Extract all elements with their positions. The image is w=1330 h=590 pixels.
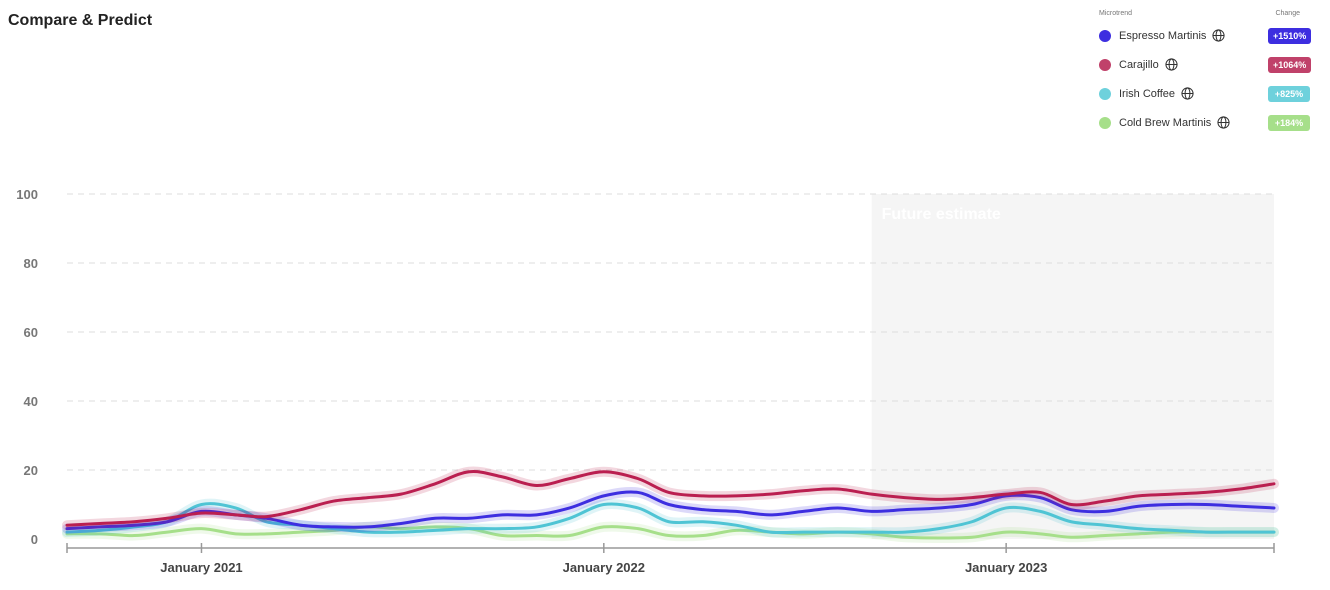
y-tick-label: 60 [24, 325, 38, 340]
change-badge: +184% [1268, 114, 1310, 131]
globe-icon[interactable] [1217, 116, 1230, 129]
change-badge: +1510% [1268, 27, 1312, 44]
legend-item-name: Irish Coffee [1119, 87, 1176, 100]
change-badge: +825% [1268, 85, 1310, 102]
y-tick-label: 40 [24, 394, 38, 409]
legend-item-name: Cold Brew Martinis [1119, 116, 1212, 129]
legend-header: Microtrend Change [1096, 10, 1326, 17]
page-title: Compare & Predict [8, 12, 153, 29]
future-estimate-label: Future estimate [882, 206, 1001, 223]
legend-dot [1099, 116, 1111, 129]
globe-icon[interactable] [1212, 29, 1226, 42]
legend-item-name: Espresso Martinis [1119, 29, 1207, 42]
legend: Microtrend Change Espresso Martinis +1510… [1096, 10, 1326, 137]
legend-dot [1099, 29, 1111, 42]
legend-item[interactable]: Irish Coffee +825% [1096, 79, 1326, 108]
y-tick-label: 20 [24, 463, 38, 478]
legend-item[interactable]: Carajillo +1064% [1096, 50, 1326, 79]
series-line [65, 490, 1276, 531]
legend-item-name: Carajillo [1119, 58, 1159, 71]
future-estimate-region [871, 194, 1274, 539]
globe-icon[interactable] [1165, 58, 1178, 71]
series-line [65, 525, 1276, 540]
legend-rows: Espresso Martinis +1510% Carajillo +1064% Ir… [1096, 21, 1326, 137]
legend-header-change: Change [1275, 10, 1300, 17]
legend-item[interactable]: Espresso Martinis +1510% [1096, 21, 1326, 50]
legend-dot [1099, 87, 1111, 100]
legend-header-trend: Microtrend [1099, 10, 1133, 17]
y-tick-label: 0 [31, 532, 38, 547]
x-tick-label: January 2021 [160, 560, 242, 575]
globe-icon[interactable] [1181, 87, 1194, 100]
legend-dot [1099, 58, 1111, 71]
x-tick-label: January 2022 [563, 560, 645, 575]
y-tick-label: 100 [16, 187, 38, 202]
legend-item[interactable]: Cold Brew Martinis +184% [1096, 108, 1326, 137]
series-line [65, 502, 1276, 535]
change-badge: +1064% [1268, 56, 1312, 73]
series-line [65, 470, 1276, 527]
y-tick-label: 80 [24, 256, 38, 271]
x-tick-label: January 2023 [965, 560, 1047, 575]
